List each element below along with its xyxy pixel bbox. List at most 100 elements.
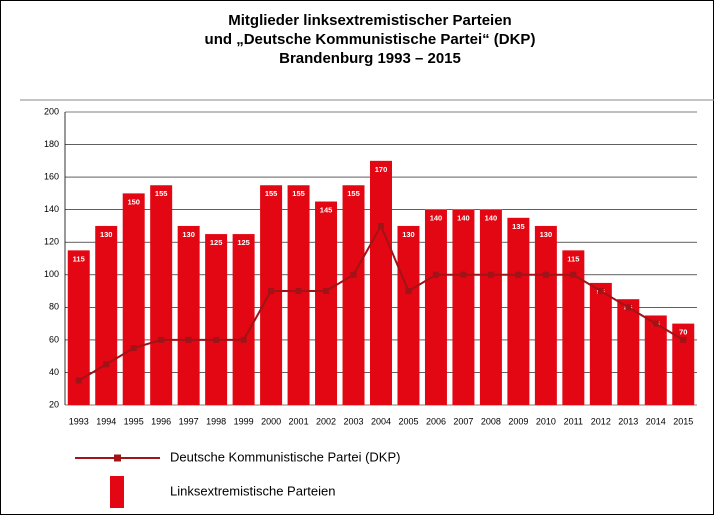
- line-marker: [213, 336, 220, 343]
- value-label: 130: [100, 230, 113, 239]
- x-tick-label: 2011: [564, 416, 583, 426]
- bar: [342, 185, 365, 405]
- x-tick-label: 2002: [316, 416, 336, 426]
- line-marker: [432, 271, 439, 278]
- bar: [589, 282, 612, 405]
- x-tick-label: 1994: [96, 416, 116, 426]
- bar: [370, 160, 392, 405]
- line-marker: [75, 377, 82, 384]
- bar: [287, 185, 310, 405]
- y-tick-label: 80: [49, 302, 59, 312]
- value-label: 125: [237, 238, 250, 247]
- bar: [232, 234, 255, 405]
- value-label: 155: [155, 189, 168, 198]
- y-tick-label: 160: [44, 171, 59, 181]
- legend-label: Linksextremistische Parteien: [170, 483, 335, 498]
- x-tick-label: 1999: [234, 416, 254, 426]
- x-tick-label: 2007: [453, 416, 473, 426]
- value-label: 130: [540, 230, 553, 239]
- line-marker: [350, 271, 357, 278]
- bar: [507, 217, 530, 405]
- value-label: 150: [127, 197, 140, 206]
- value-label: 140: [430, 214, 443, 223]
- line-marker: [680, 336, 687, 343]
- legend-swatch: [110, 476, 124, 508]
- line-marker: [405, 288, 412, 295]
- y-tick-label: 200: [44, 106, 59, 116]
- x-tick-label: 2014: [646, 416, 666, 426]
- legend-swatch: [114, 454, 121, 462]
- y-tick-label: 20: [49, 399, 59, 409]
- line-marker: [240, 336, 247, 343]
- value-label: 155: [265, 189, 278, 198]
- x-tick-label: 2008: [481, 416, 501, 426]
- x-tick-label: 1998: [206, 416, 226, 426]
- line-marker: [323, 288, 330, 295]
- line-marker: [268, 288, 275, 295]
- bar: [67, 250, 90, 405]
- x-tick-label: 2005: [398, 416, 418, 426]
- value-label: 130: [402, 230, 415, 239]
- x-tick-label: 1996: [151, 416, 171, 426]
- bar: [95, 225, 118, 405]
- chart-title: Mitglieder linksextremistischer Parteien: [228, 12, 511, 29]
- x-tick-label: 2001: [289, 416, 309, 426]
- bar: [397, 225, 420, 405]
- y-tick-label: 100: [44, 269, 59, 279]
- x-tick-label: 2006: [426, 416, 446, 426]
- line-marker: [542, 271, 549, 278]
- value-label: 135: [512, 222, 525, 231]
- value-label: 130: [182, 230, 195, 239]
- line-marker: [652, 320, 659, 327]
- x-tick-label: 1993: [69, 416, 89, 426]
- x-tick-label: 2009: [508, 416, 528, 426]
- value-label: 155: [292, 189, 305, 198]
- bar: [424, 209, 447, 405]
- bar: [534, 225, 557, 405]
- chart-title: Brandenburg 1993 – 2015: [279, 50, 461, 67]
- y-tick-label: 140: [44, 204, 59, 214]
- bar: [452, 209, 475, 405]
- value-label: 115: [73, 254, 85, 263]
- value-label: 125: [210, 238, 223, 247]
- x-tick-label: 1995: [124, 416, 144, 426]
- line-marker: [515, 271, 522, 278]
- line-marker: [295, 288, 302, 295]
- y-tick-label: 180: [44, 139, 59, 149]
- x-tick-label: 2012: [591, 416, 611, 426]
- bar: [315, 201, 338, 405]
- y-tick-label: 60: [49, 334, 59, 344]
- x-tick-label: 2013: [618, 416, 638, 426]
- x-tick-label: 2015: [673, 416, 693, 426]
- bar: [150, 185, 173, 405]
- value-label: 140: [457, 214, 470, 223]
- bar: [205, 234, 228, 405]
- value-label: 145: [320, 206, 333, 215]
- line-marker: [625, 304, 632, 311]
- bar: [644, 315, 667, 405]
- bar: [562, 250, 585, 405]
- line-marker: [130, 345, 137, 352]
- y-tick-label: 120: [44, 237, 59, 247]
- x-tick-label: 2003: [344, 416, 364, 426]
- line-marker: [460, 271, 467, 278]
- x-tick-label: 2000: [261, 416, 281, 426]
- bar: [617, 299, 640, 405]
- line-marker: [185, 336, 192, 343]
- value-label: 140: [485, 214, 498, 223]
- legend-label: Deutsche Kommunistische Partei (DKP): [170, 449, 400, 464]
- value-label: 170: [375, 165, 388, 174]
- value-label: 115: [567, 254, 579, 263]
- line-marker: [378, 222, 384, 229]
- line-marker: [570, 271, 577, 278]
- line-marker: [158, 336, 165, 343]
- line-marker: [597, 288, 604, 295]
- value-label: 70: [679, 328, 687, 337]
- x-tick-label: 2010: [536, 416, 556, 426]
- line-marker: [487, 271, 494, 278]
- value-label: 155: [347, 189, 360, 198]
- line-marker: [103, 361, 110, 368]
- bar: [479, 209, 502, 405]
- bar: [672, 323, 695, 405]
